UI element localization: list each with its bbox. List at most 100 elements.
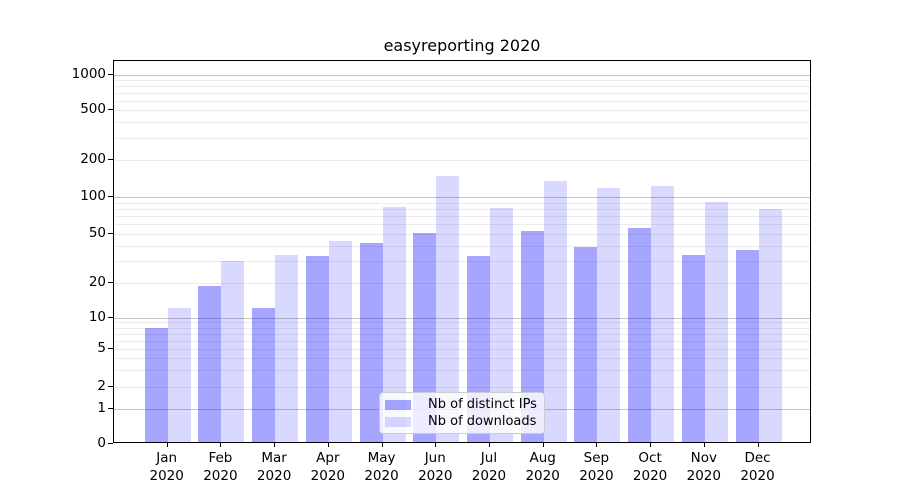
bar-downloads-sep (597, 187, 621, 442)
gridline-y-2 (114, 387, 810, 388)
gridline-y-900 (114, 80, 810, 82)
legend-item-1: Nb of downloads (385, 413, 536, 430)
gridline-y-300 (114, 137, 810, 139)
ytick-mark-0 (108, 443, 113, 444)
legend-swatch-1 (385, 416, 411, 427)
gridline-y-60 (114, 224, 810, 226)
ytick-mark-2 (108, 386, 113, 387)
gridline-y-30 (114, 261, 810, 263)
chart-title: easyreporting 2020 (383, 36, 541, 55)
xtick-label-jul: Jul 2020 (457, 449, 521, 485)
gridline-y-700 (114, 93, 810, 94)
gridline-y-600 (114, 100, 810, 102)
xtick-label-apr: Apr 2020 (296, 449, 360, 485)
bar-downloads-aug (543, 181, 567, 442)
xtick-year: 2020 (632, 468, 668, 484)
bar-downloads-mar (275, 254, 299, 442)
ytick-label-5: 5 (97, 340, 106, 357)
xtick-mark-mar (274, 443, 276, 447)
gridline-y-9 (114, 322, 810, 324)
ytick-mark-500 (108, 109, 113, 110)
bar-downloads-nov (704, 202, 728, 442)
bar-ips-aug (520, 230, 544, 442)
xtick-month: Jul (480, 450, 498, 466)
ytick-mark-200 (108, 159, 113, 160)
ytick-label-20: 20 (88, 274, 106, 290)
bar-ips-apr (305, 256, 329, 442)
bar-downloads-jul (489, 207, 513, 442)
xtick-label-dec: Dec 2020 (726, 449, 790, 485)
ytick-label-500: 500 (80, 101, 106, 117)
gridline-y-200 (114, 160, 810, 161)
xtick-month: Feb (208, 450, 233, 466)
xtick-year: 2020 (686, 468, 721, 484)
xtick-label-jan: Jan 2020 (135, 449, 199, 485)
gridline-y-400 (114, 122, 810, 124)
legend: Nb of distinct IPs Nb of downloads (379, 392, 545, 434)
ytick-label-10: 10 (88, 308, 106, 325)
bar-downloads-feb (221, 261, 245, 442)
xtick-year: 2020 (364, 468, 399, 484)
ytick-label-0: 0 (97, 435, 106, 451)
gridline-y-4 (114, 358, 810, 360)
gridline-y-20 (114, 283, 810, 284)
ytick-label-100: 100 (80, 188, 106, 204)
ytick-mark-5 (108, 348, 113, 350)
ytick-label-200: 200 (80, 151, 106, 167)
xtick-month: Sep (583, 450, 610, 466)
ytick-mark-1 (108, 407, 113, 409)
xtick-mark-jan (166, 443, 168, 447)
bar-ips-may (359, 243, 383, 442)
xtick-mark-aug (542, 443, 544, 447)
xtick-label-oct: Oct 2020 (618, 449, 682, 485)
legend-label-1: Nb of downloads (428, 414, 537, 429)
bar-downloads-apr (328, 240, 352, 442)
ytick-label-50: 50 (88, 225, 106, 241)
xtick-year: 2020 (579, 468, 614, 484)
ytick-mark-20 (108, 282, 113, 283)
xtick-year: 2020 (203, 468, 238, 484)
xtick-month: Jan (156, 450, 178, 466)
xtick-mark-sep (596, 443, 598, 447)
xtick-mark-nov (703, 443, 705, 447)
gridline-y-10 (114, 317, 810, 319)
xtick-month: Dec (744, 450, 771, 466)
xtick-label-nov: Nov 2020 (672, 449, 736, 485)
bar-ips-feb (198, 285, 222, 442)
gridline-y-40 (114, 245, 810, 247)
xtick-year: 2020 (149, 468, 184, 484)
xtick-year: 2020 (471, 468, 507, 484)
gridline-y-80 (114, 208, 810, 210)
bar-downloads-jan (167, 308, 191, 442)
gridline-y-6 (114, 340, 810, 342)
bar-downloads-may (382, 206, 406, 442)
xtick-mark-oct (650, 443, 652, 447)
bar-downloads-dec (758, 208, 782, 442)
xtick-month: Aug (529, 450, 556, 466)
gridline-y-90 (114, 202, 810, 204)
gridline-y-100 (114, 197, 810, 198)
xtick-year: 2020 (740, 468, 775, 484)
xtick-month: Jun (424, 450, 446, 466)
ytick-label-1000: 1000 (71, 66, 106, 82)
bar-ips-mar (252, 308, 276, 442)
gridline-y-50 (114, 234, 810, 235)
xtick-month: Mar (261, 450, 287, 466)
gridline-y-7 (114, 333, 810, 335)
xtick-year: 2020 (418, 468, 453, 484)
gridline-y-3 (114, 370, 810, 372)
bar-ips-nov (681, 254, 705, 442)
legend-swatch-0 (385, 399, 411, 410)
bar-ips-dec (735, 250, 759, 442)
ytick-mark-1000 (108, 74, 113, 75)
xtick-label-jun: Jun 2020 (403, 449, 467, 485)
xtick-month: Nov (690, 450, 717, 466)
bar-ips-jan (144, 327, 168, 442)
ytick-label-1: 1 (97, 399, 106, 416)
xtick-month: Apr (316, 450, 340, 466)
bar-downloads-jun (436, 176, 460, 442)
xtick-year: 2020 (310, 468, 345, 484)
xtick-label-mar: Mar 2020 (242, 449, 306, 485)
bar-ips-sep (574, 247, 598, 442)
